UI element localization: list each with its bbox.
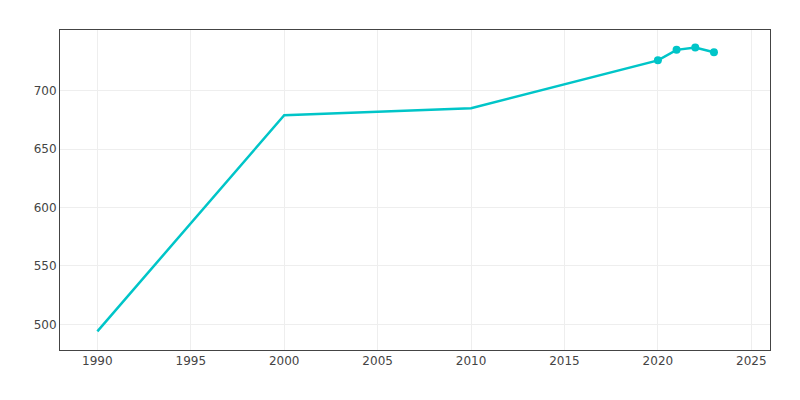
svg-text:650: 650 xyxy=(34,142,57,156)
svg-text:1995: 1995 xyxy=(176,354,207,368)
svg-text:2000: 2000 xyxy=(269,354,300,368)
svg-text:2010: 2010 xyxy=(456,354,487,368)
svg-text:700: 700 xyxy=(34,84,57,98)
svg-text:2005: 2005 xyxy=(362,354,393,368)
svg-text:2015: 2015 xyxy=(549,354,580,368)
svg-text:2020: 2020 xyxy=(643,354,674,368)
svg-text:600: 600 xyxy=(34,201,57,215)
svg-text:2025: 2025 xyxy=(736,354,767,368)
svg-text:500: 500 xyxy=(34,318,57,332)
svg-text:1990: 1990 xyxy=(82,354,113,368)
svg-text:550: 550 xyxy=(34,259,57,273)
